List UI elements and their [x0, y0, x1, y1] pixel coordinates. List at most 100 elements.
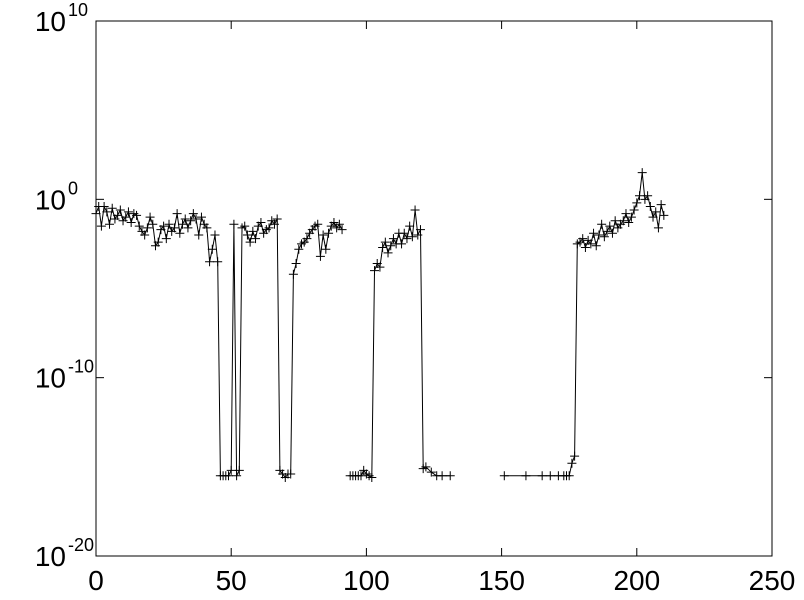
y-tick-exponent: 10 [68, 0, 88, 20]
data-point [240, 221, 250, 231]
data-point [521, 471, 531, 481]
data-point [610, 216, 620, 226]
data-point [245, 237, 255, 247]
data-point [105, 219, 115, 229]
data-point [264, 223, 274, 233]
data-point [415, 225, 425, 235]
data-point [269, 219, 279, 229]
data-point [159, 221, 169, 231]
x-tick-label: 0 [88, 565, 104, 596]
data-point [564, 471, 574, 481]
data-point [567, 458, 577, 468]
data-point [337, 225, 347, 235]
data-point [213, 257, 223, 267]
data-point [291, 259, 301, 269]
data-point [234, 465, 244, 475]
data-point [413, 230, 423, 240]
data-point [294, 244, 304, 254]
data-point [635, 191, 645, 201]
data-point [578, 234, 588, 244]
data-point [194, 230, 204, 240]
data-point [651, 207, 661, 217]
data-point [302, 234, 312, 244]
data-point [383, 248, 393, 258]
x-tick-label: 50 [216, 565, 247, 596]
data-point [402, 234, 412, 244]
data-point [115, 205, 125, 215]
data-point [570, 451, 580, 461]
data-point [223, 471, 233, 481]
x-tick-label: 100 [343, 565, 390, 596]
data-point [286, 469, 296, 479]
data-point [324, 228, 334, 238]
data-point [175, 228, 185, 238]
data-point [169, 223, 179, 233]
data-point [426, 467, 436, 477]
x-axis-ticks: 0 50 100 150 200 250 [88, 21, 795, 596]
y-tick-label: 10 [35, 541, 66, 572]
x-tick-label: 150 [478, 565, 525, 596]
data-point [580, 242, 590, 252]
data-point [288, 269, 298, 279]
data-point [356, 471, 366, 481]
x-tick-label: 250 [749, 565, 796, 596]
series-lines [95, 172, 665, 478]
data-point [643, 191, 653, 201]
data-point [632, 198, 642, 208]
data-point [589, 228, 599, 238]
data-point [586, 239, 596, 249]
data-point [367, 473, 377, 483]
series-markers [91, 168, 669, 483]
data-point [180, 214, 190, 224]
data-point [388, 234, 398, 244]
series-line [95, 172, 665, 478]
data-point [410, 205, 420, 215]
data-point [334, 219, 344, 229]
data-point [196, 212, 206, 222]
data-point [653, 223, 663, 233]
data-point [397, 239, 407, 249]
data-point [251, 234, 261, 244]
data-point [594, 230, 604, 240]
data-point [637, 168, 647, 178]
data-point [132, 210, 142, 220]
data-point [545, 471, 555, 481]
data-point [172, 209, 182, 219]
y-tick-exponent: -10 [68, 357, 94, 377]
data-point [148, 219, 158, 229]
y-tick-base: 10 [35, 541, 66, 572]
y-tick-label: 10 [35, 6, 66, 37]
data-point [226, 465, 236, 475]
data-point [537, 471, 547, 481]
data-point [142, 223, 152, 233]
data-point [602, 226, 612, 236]
data-point [421, 462, 431, 472]
data-point [605, 221, 615, 231]
data-point [99, 201, 109, 211]
y-tick-base: 10 [35, 6, 66, 37]
data-point [186, 216, 196, 226]
data-point [126, 218, 136, 228]
y-tick-label: 10 [35, 184, 66, 215]
data-point [123, 207, 133, 217]
data-point [164, 219, 174, 229]
data-point [607, 228, 617, 238]
x-tick-label: 200 [613, 565, 660, 596]
data-point [232, 471, 242, 481]
data-point [591, 241, 601, 251]
data-point [191, 214, 201, 224]
data-point [370, 266, 380, 276]
data-point [648, 212, 658, 222]
data-point [153, 237, 163, 247]
data-point [242, 230, 252, 240]
data-point [202, 223, 212, 233]
data-point [145, 212, 155, 222]
data-point [318, 230, 328, 240]
data-point [121, 212, 131, 222]
data-point [437, 471, 447, 481]
data-point [102, 207, 112, 217]
data-point [329, 218, 339, 228]
data-point [91, 209, 101, 219]
y-tick-exponent: -20 [68, 535, 94, 555]
